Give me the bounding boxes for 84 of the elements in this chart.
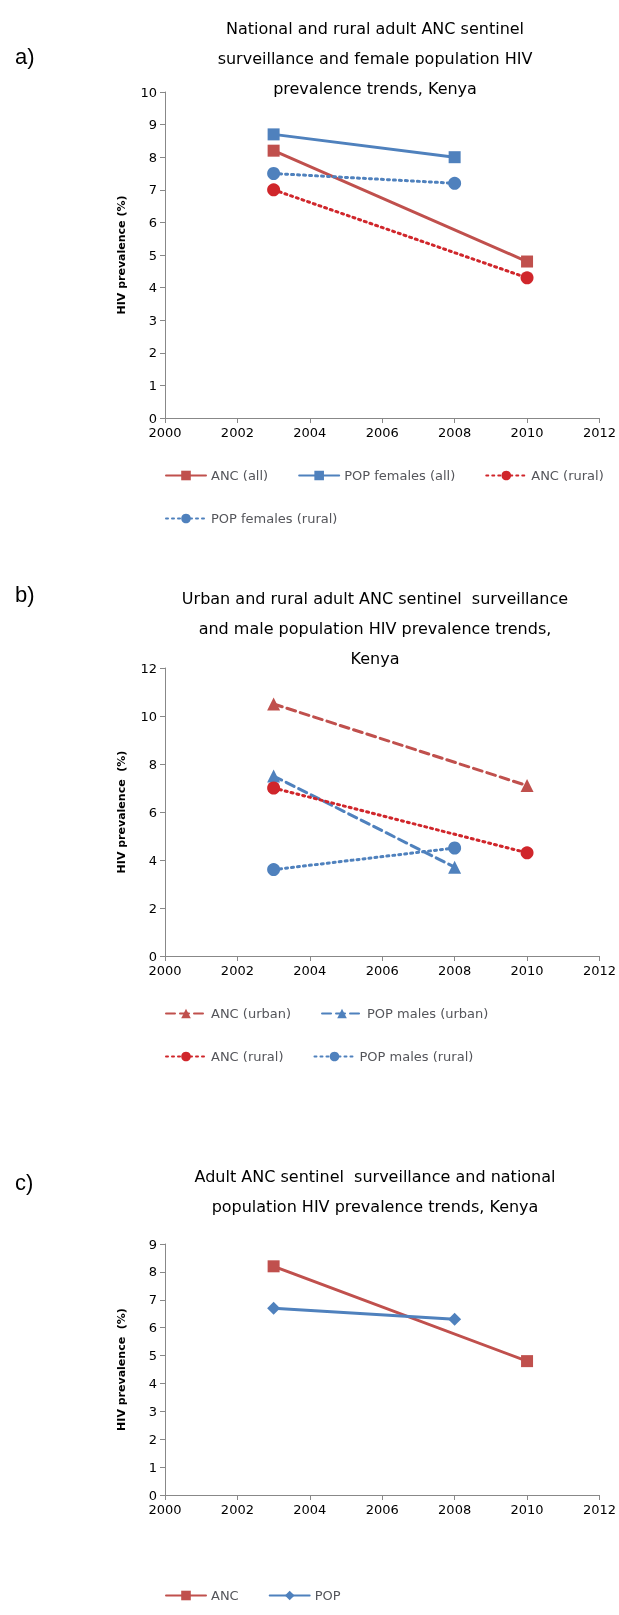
legend-label: ANC (rural) (531, 468, 604, 483)
x-tick-label: 2002 (220, 425, 254, 440)
x-tick-label: 2010 (510, 1502, 544, 1517)
y-tick-label: 0 (148, 948, 157, 964)
x-tick-label: 2002 (220, 963, 254, 978)
point (448, 1312, 462, 1326)
x-tick-label: 2000 (148, 1502, 182, 1517)
y-tick-label: 5 (148, 247, 157, 263)
y-tick-label: 2 (148, 345, 157, 361)
y-tick-label: 1 (148, 1459, 157, 1475)
x-tick-label: 2000 (148, 425, 182, 440)
x-tick-label: 2008 (438, 963, 472, 978)
legend-label: POP females (rural) (211, 511, 338, 526)
x-tick-label: 2006 (365, 425, 399, 440)
y-tick-label: 1 (148, 377, 157, 393)
y-tick-label: 8 (148, 149, 157, 165)
x-tick-label: 2006 (365, 1502, 399, 1517)
y-axis-title: HIV prevalence (%) (115, 1308, 128, 1431)
y-tick-label: 10 (140, 708, 157, 724)
y-tick-label: 2 (148, 900, 157, 916)
point (267, 144, 280, 157)
legend-label: POP females (all) (344, 468, 456, 483)
chart-title: Adult ANC sentinel surveillance and national population HIV prevalence trends, Kenya (194, 1166, 556, 1216)
y-tick-label: 5 (148, 1348, 157, 1364)
point (267, 128, 280, 141)
legend-label: ANC (211, 1588, 239, 1603)
y-tick-label: 3 (148, 312, 157, 328)
y-tick-label: 0 (148, 410, 157, 426)
x-tick-label: 2004 (293, 963, 327, 978)
x-tick-label: 2008 (438, 425, 472, 440)
x-tick-label: 2008 (438, 1502, 472, 1517)
chart-title: Urban and rural adult ANC sentinel surveillance and male population HIV prevalence trends, Kenya (181, 588, 569, 668)
y-tick-label: 9 (148, 1236, 157, 1252)
x-tick-label: 2012 (582, 425, 616, 440)
y-tick-label: 12 (140, 660, 157, 676)
y-axis-title: HIV prevalence (%) (115, 750, 128, 874)
point (448, 841, 462, 855)
y-tick-label: 6 (148, 1320, 157, 1336)
y-tick-label: 2 (148, 1431, 157, 1447)
point (521, 255, 534, 268)
text: b) (15, 581, 35, 607)
y-tick-label: 7 (148, 182, 157, 198)
point (448, 176, 462, 190)
point (267, 781, 281, 795)
y-tick-label: 4 (148, 280, 157, 296)
y-tick-label: 8 (148, 1264, 157, 1280)
y-tick-label: 6 (148, 804, 157, 820)
legend-label: POP (314, 1588, 341, 1603)
point (267, 167, 281, 180)
x-tick-label: 2002 (220, 1502, 254, 1517)
x-tick-label: 2000 (148, 963, 182, 978)
y-tick-label: 10 (140, 84, 157, 100)
y-tick-label: 8 (148, 756, 157, 772)
point (521, 1355, 534, 1368)
point (267, 863, 281, 877)
chart-title: National and rural adult ANC sentinel surveillance and female population HIV prevalence trends, Kenya (217, 18, 533, 98)
x-tick-label: 2004 (293, 425, 327, 440)
y-tick-label: 3 (148, 1403, 157, 1419)
point (448, 151, 461, 164)
y-tick-label: 7 (148, 1292, 157, 1308)
y-tick-label: 0 (148, 1487, 157, 1503)
legend-label: ANC (rural) (211, 1049, 284, 1064)
y-tick-label: 4 (148, 852, 157, 868)
point (267, 1301, 281, 1315)
point (520, 846, 534, 860)
x-tick-label: 2012 (582, 1502, 616, 1517)
legend-label: ANC (all) (211, 468, 269, 483)
x-tick-label: 2004 (293, 1502, 327, 1517)
x-tick-label: 2010 (510, 963, 544, 978)
y-tick-label: 9 (148, 117, 157, 133)
legend-label: POP males (rural) (359, 1049, 474, 1064)
x-tick-label: 2010 (510, 425, 544, 440)
x-tick-label: 2012 (582, 963, 616, 978)
y-tick-label: 6 (148, 214, 157, 230)
legend-label: POP males (urban) (367, 1006, 489, 1021)
x-tick-label: 2006 (365, 963, 399, 978)
legend-label: ANC (urban) (211, 1006, 292, 1021)
y-axis-title: HIV prevalence (%) (115, 195, 128, 315)
text: c) (15, 1169, 34, 1195)
text: a) (15, 43, 35, 69)
y-tick-label: 4 (148, 1375, 157, 1391)
point (267, 1260, 280, 1273)
point (267, 183, 281, 197)
point (520, 271, 534, 285)
